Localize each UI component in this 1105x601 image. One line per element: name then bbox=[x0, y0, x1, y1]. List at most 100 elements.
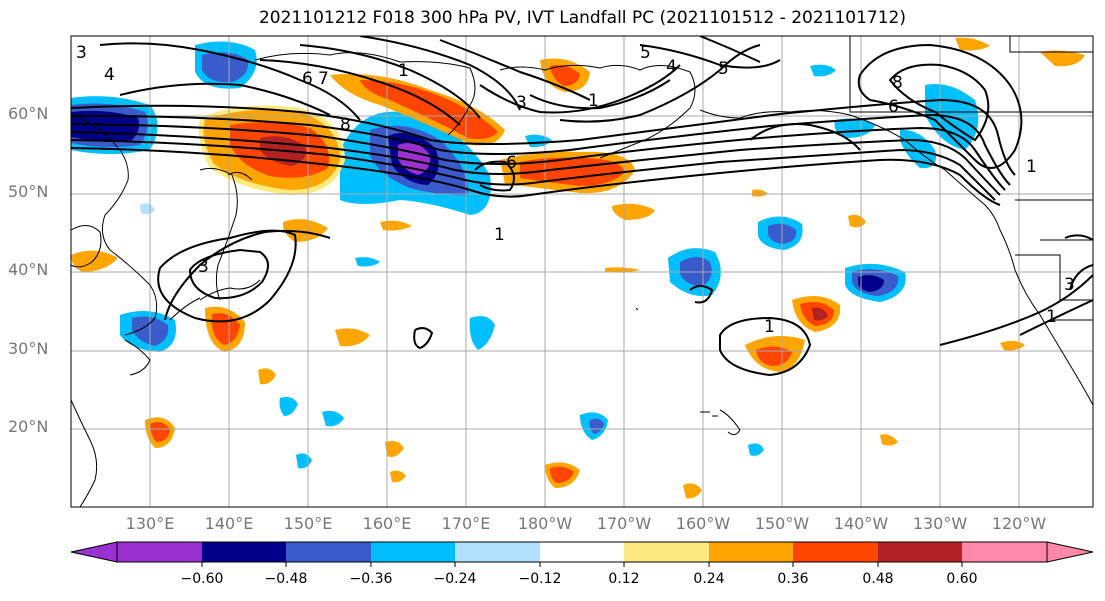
map-frame bbox=[70, 35, 1094, 508]
contour-label-layer: 4 6 7 8 1 5 4 5 3 1 6 8 6 1 1 3 3 1 3 1 bbox=[76, 43, 1075, 337]
contour-line bbox=[1019, 299, 1093, 336]
colorbar-segment bbox=[371, 542, 455, 562]
contour-label: 1 bbox=[398, 61, 409, 81]
pv-positive-region bbox=[1040, 50, 1085, 67]
contour-label: 5 bbox=[640, 43, 651, 63]
colorbar-tick-label: −0.12 bbox=[518, 571, 562, 587]
contour-label: 1 bbox=[764, 317, 775, 337]
contour-label: 8 bbox=[340, 115, 351, 135]
contour-label: 8 bbox=[892, 73, 903, 93]
colorbar-extend-low bbox=[70, 541, 118, 563]
pv-negative-region bbox=[810, 64, 836, 77]
pv-positive-region bbox=[605, 267, 640, 273]
pv-positive-region bbox=[385, 440, 404, 457]
colorbar-segment bbox=[540, 542, 624, 562]
pv-negative-region bbox=[748, 443, 764, 456]
contour-line bbox=[639, 44, 781, 69]
pv-negative-region bbox=[140, 203, 155, 215]
pv-positive-region bbox=[550, 65, 580, 86]
pv-positive-region bbox=[335, 328, 370, 347]
colorbar bbox=[70, 541, 1094, 567]
pv-negative-region bbox=[525, 134, 552, 148]
contour-line bbox=[299, 44, 481, 119]
lon-label-150e: 150°E bbox=[283, 514, 333, 533]
contour-line bbox=[857, 43, 1023, 169]
lon-label-130e: 130°E bbox=[125, 514, 175, 533]
colorbar-segment bbox=[286, 542, 371, 562]
pv-positive-region bbox=[752, 189, 768, 197]
pv-positive-region bbox=[812, 307, 828, 321]
colorbar-tick-label: −0.24 bbox=[433, 571, 477, 587]
lon-label-160w: 160°W bbox=[675, 514, 731, 533]
pv-negative-region bbox=[296, 453, 312, 469]
contour-label: 4 bbox=[104, 65, 115, 85]
map-title: 2021101212 F018 300 hPa PV, IVT Landfall… bbox=[258, 8, 906, 28]
colorbar-segment bbox=[793, 542, 878, 562]
colorbar-segment bbox=[962, 542, 1047, 562]
contour-line bbox=[259, 59, 461, 126]
colorbar-tick-label: 0.48 bbox=[862, 571, 894, 587]
pv-positive-region bbox=[880, 434, 898, 446]
contour-line bbox=[559, 44, 761, 123]
contour-line bbox=[888, 63, 990, 142]
lat-label-40n: 40°N bbox=[8, 260, 49, 279]
colorbar-tick-label: −0.36 bbox=[349, 571, 393, 587]
colorbar-extend-high bbox=[1046, 541, 1094, 563]
colorbar-tick-label: −0.60 bbox=[180, 571, 224, 587]
contour-line bbox=[439, 39, 591, 101]
coastlines bbox=[71, 36, 1093, 507]
lon-label-180w: 180°W bbox=[517, 514, 573, 533]
colorbar-tick-label: 0.24 bbox=[693, 571, 725, 587]
contour-line bbox=[71, 98, 1016, 176]
lat-label-60n: 60°N bbox=[8, 104, 49, 123]
pv-positive-region bbox=[380, 220, 412, 231]
lon-label-170e: 170°E bbox=[441, 514, 491, 533]
colorbar-segment bbox=[455, 542, 540, 562]
pv-positive-region bbox=[390, 470, 406, 483]
contour-label: 1 bbox=[588, 91, 599, 111]
pv-negative-region bbox=[279, 396, 298, 416]
contour-label: 1 bbox=[1046, 307, 1057, 327]
colorbar-segment bbox=[117, 542, 202, 562]
pv-positive-region bbox=[955, 37, 990, 51]
contour-line bbox=[719, 316, 812, 377]
contour-label: 3 bbox=[1064, 275, 1075, 295]
pv-negative-region bbox=[469, 316, 495, 350]
pv-positive-region bbox=[150, 422, 170, 442]
contour-line bbox=[71, 123, 1006, 191]
pv-negative-region bbox=[355, 257, 380, 267]
contour-label: 6 bbox=[506, 153, 517, 173]
colorbar-tick-label: 0.12 bbox=[608, 571, 640, 587]
contour-label: 5 bbox=[718, 59, 729, 79]
contour-label: 6 bbox=[888, 97, 899, 117]
contour-label: 6 bbox=[302, 69, 313, 89]
lon-label-140w: 140°W bbox=[833, 514, 889, 533]
contour-label: 1 bbox=[494, 225, 505, 245]
contour-line bbox=[699, 36, 761, 63]
pv-positive-region bbox=[848, 214, 866, 228]
pv-positive-region bbox=[1000, 340, 1025, 351]
contour-line bbox=[749, 123, 861, 151]
contour-label: 4 bbox=[666, 57, 677, 77]
contour-line bbox=[119, 82, 331, 116]
colorbar-segment bbox=[624, 542, 709, 562]
lon-label-130w: 130°W bbox=[912, 514, 968, 533]
pv-positive-region bbox=[683, 483, 702, 499]
pv-negative-region bbox=[322, 410, 344, 427]
lon-label-170w: 170°W bbox=[596, 514, 652, 533]
contour-line bbox=[71, 139, 996, 201]
colorbar-segment bbox=[709, 542, 793, 562]
lat-label-20n: 20°N bbox=[8, 417, 49, 436]
contour-line bbox=[474, 160, 515, 192]
colorbar-tick-label: −0.48 bbox=[264, 571, 308, 587]
colorbar-tick-label: 0.36 bbox=[777, 571, 809, 587]
contour-line bbox=[188, 248, 269, 300]
contour-line bbox=[359, 36, 521, 111]
pv-positive-region bbox=[71, 250, 118, 272]
pv-positive-region bbox=[612, 203, 655, 220]
pv-negative-region bbox=[834, 118, 875, 138]
pv-negative-region bbox=[858, 275, 884, 292]
lat-label-30n: 30°N bbox=[8, 339, 49, 358]
contour-line bbox=[71, 147, 1001, 206]
